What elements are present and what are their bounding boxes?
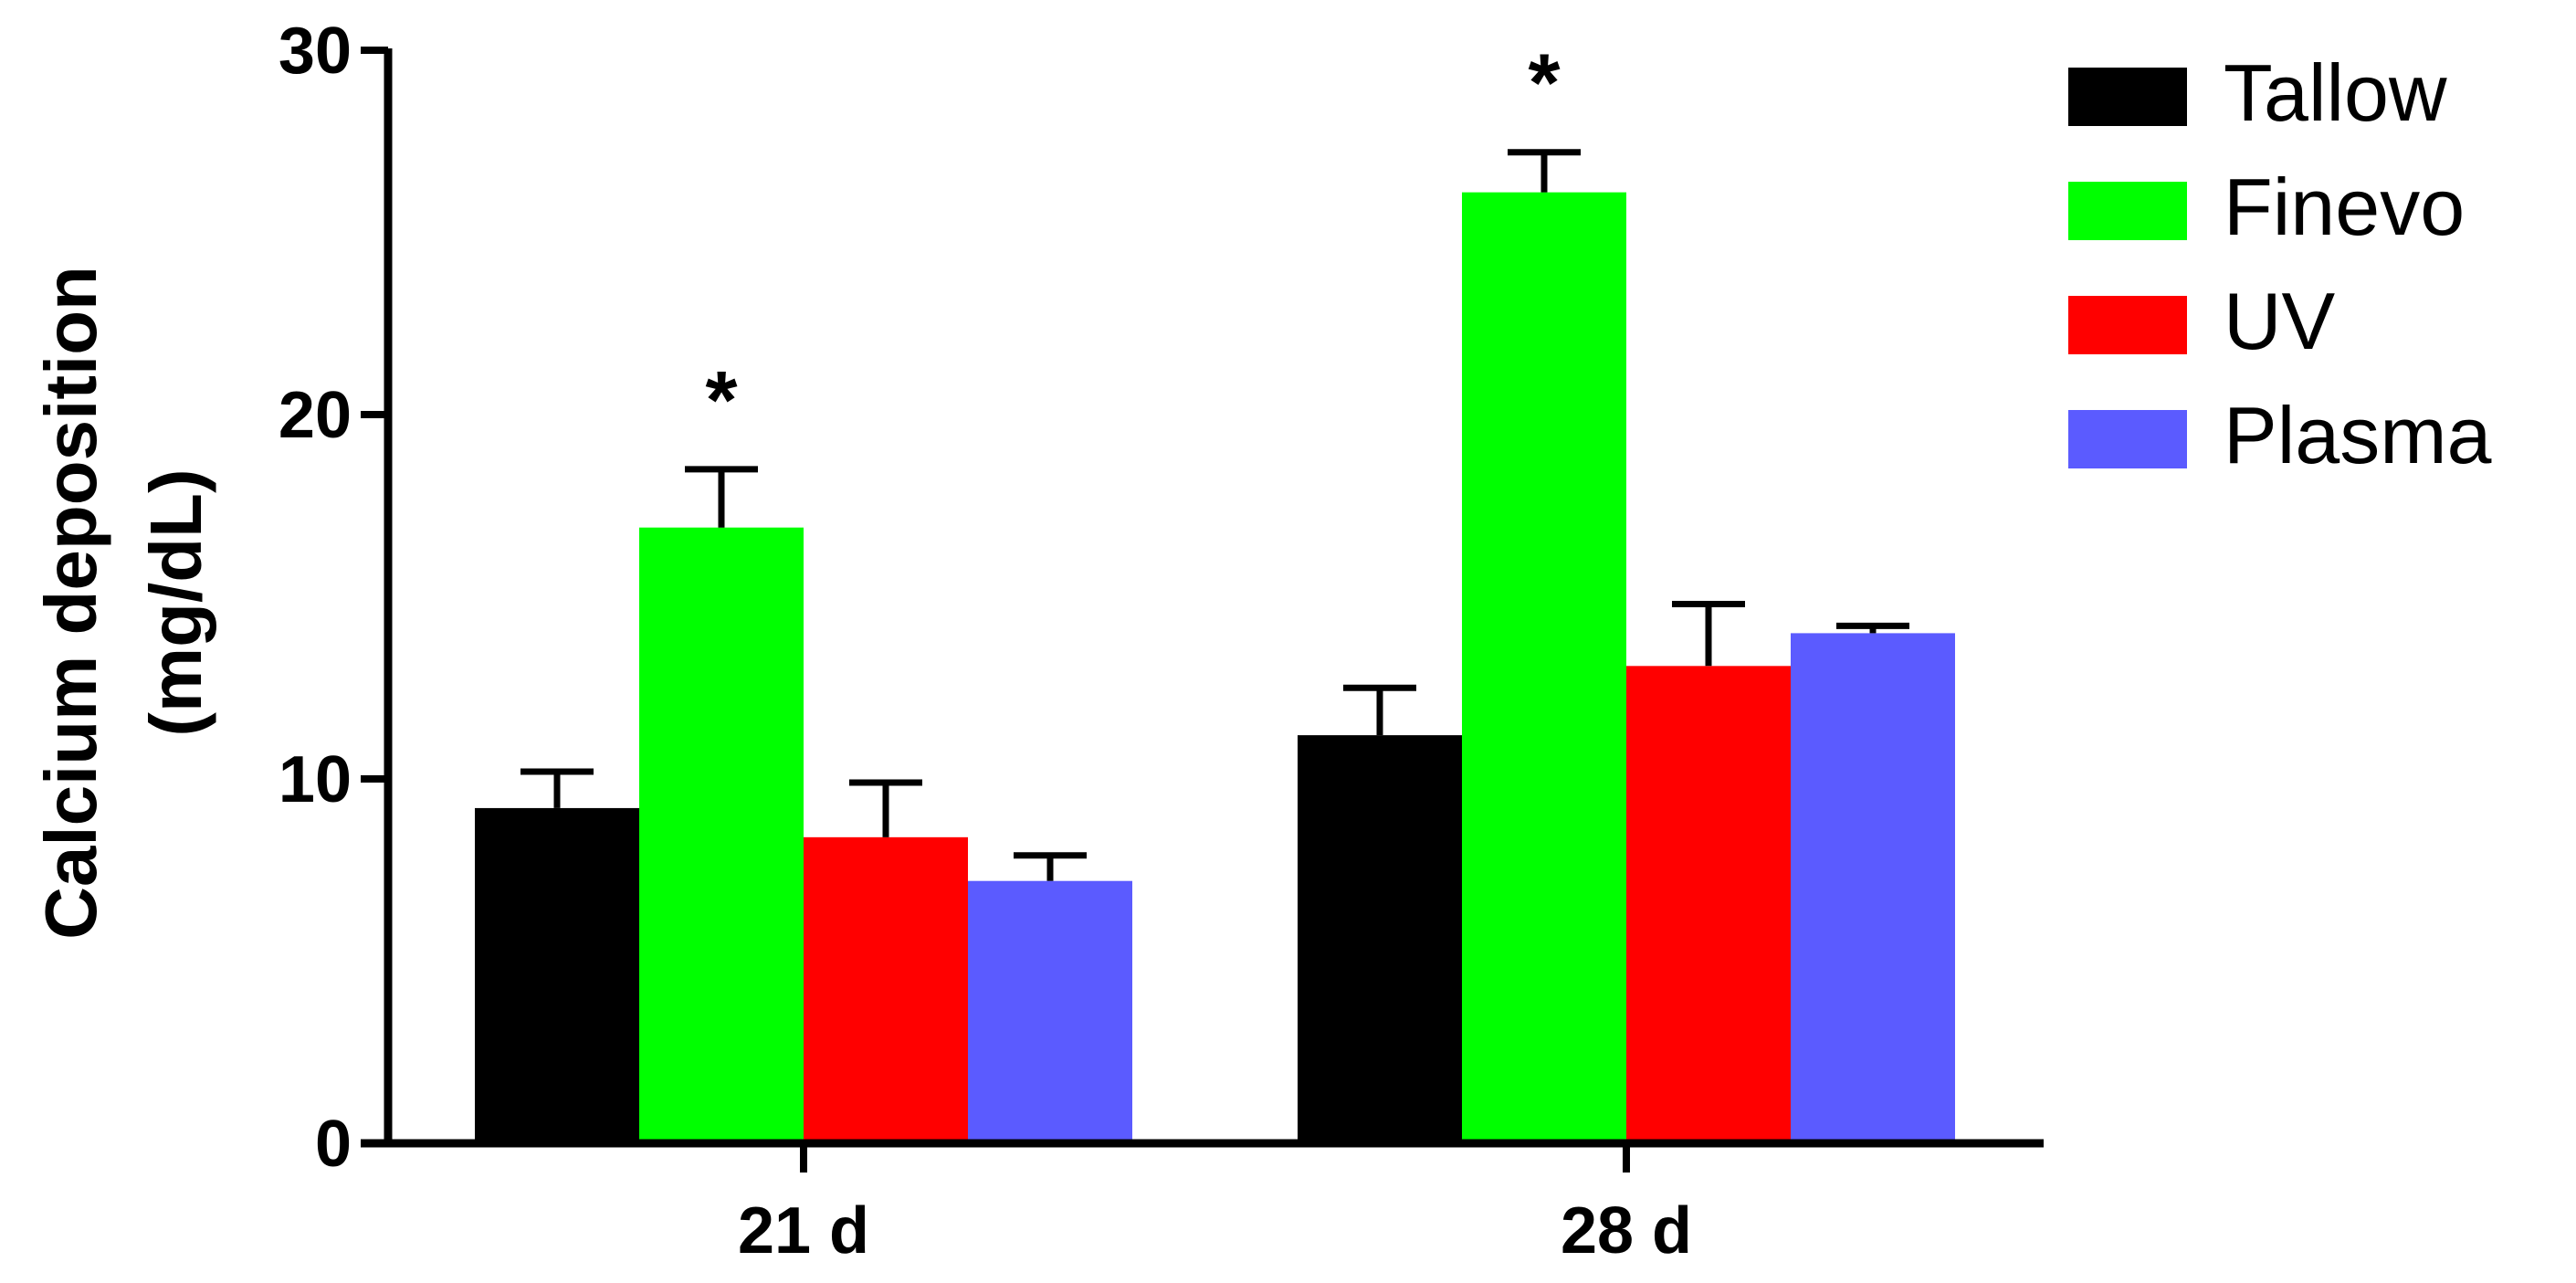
- bar-tallow-21d: [475, 807, 639, 1143]
- legend-label-finevo: Finevo: [2224, 162, 2465, 252]
- x-tick-label: 28 d: [1561, 1194, 1692, 1267]
- bar-uv-28d: [1626, 666, 1791, 1143]
- x-tick-label: 21 d: [738, 1194, 869, 1267]
- y-tick-label: 20: [279, 379, 352, 452]
- y-tick-label: 30: [279, 15, 352, 88]
- legend: Tallow Finevo UV Plasma: [2068, 47, 2491, 480]
- y-axis-title-line-2: (mg/dL): [135, 468, 216, 736]
- legend-label-uv: UV: [2224, 276, 2336, 366]
- plot-area: **: [475, 38, 1955, 1144]
- legend-swatch-plasma: [2068, 410, 2187, 468]
- legend-swatch-finevo: [2068, 182, 2187, 240]
- legend-swatch-tallow: [2068, 68, 2187, 126]
- bar-plasma-28d: [1791, 633, 1955, 1143]
- legend-label-tallow: Tallow: [2224, 47, 2447, 138]
- legend-swatch-uv: [2068, 296, 2187, 354]
- axes: 0 10 20 30 21 d 28 d: [279, 15, 2044, 1267]
- y-tick-label: 10: [279, 743, 352, 816]
- bar-uv-21d: [804, 836, 968, 1143]
- bar-tallow-28d: [1298, 735, 1462, 1143]
- y-tick-label: 0: [315, 1108, 352, 1181]
- bar-finevo-28d: [1462, 192, 1626, 1144]
- legend-label-plasma: Plasma: [2224, 390, 2491, 480]
- bar-plasma-21d: [968, 880, 1132, 1143]
- y-axis-title-line-1: Calcium deposition: [30, 266, 111, 940]
- significance-asterisk: *: [705, 355, 737, 447]
- bar-finevo-21d: [639, 527, 804, 1143]
- significance-asterisk: *: [1528, 38, 1560, 130]
